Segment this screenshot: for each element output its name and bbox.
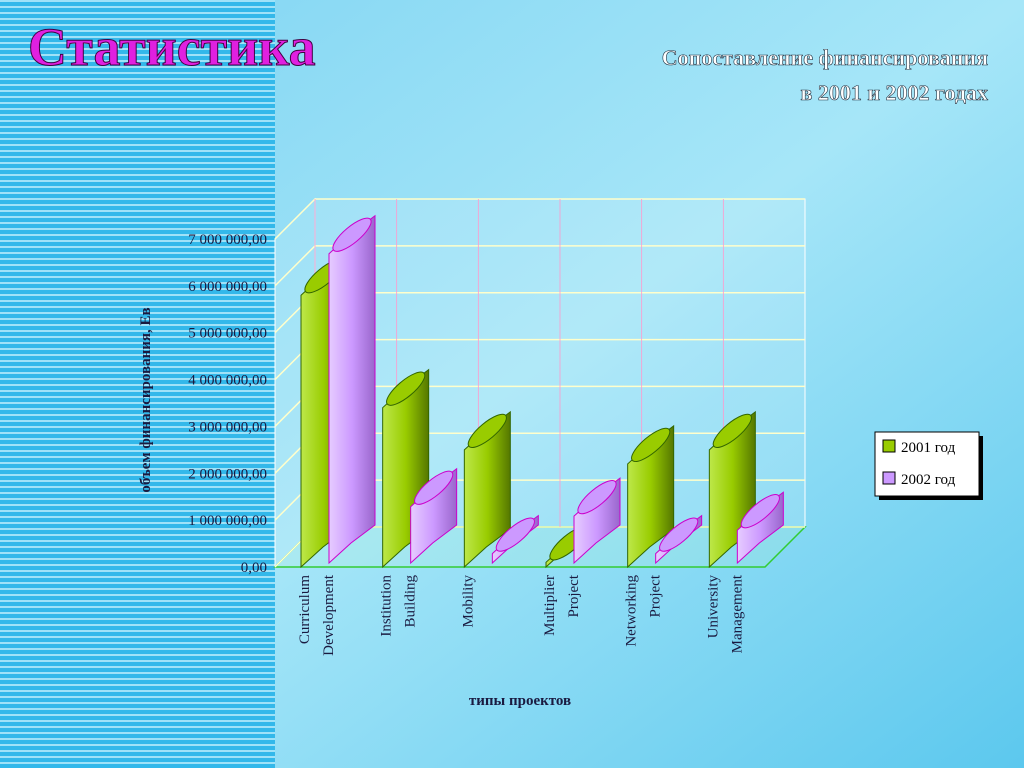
x-tick-label: Project xyxy=(566,574,582,617)
bar xyxy=(410,467,458,565)
y-axis-label: объем финансирования, Ев xyxy=(138,307,154,492)
bar xyxy=(328,214,376,565)
subtitle: Сопоставление финансирования xyxy=(662,45,988,70)
y-tick-label: 5 000 000,00 xyxy=(188,326,267,342)
x-tick-label: Mobility xyxy=(460,575,476,628)
x-tick-label: Curriculum xyxy=(297,575,313,644)
x-tick-label: Building xyxy=(403,575,419,628)
x-tick-label: Management xyxy=(729,574,745,653)
bar-top xyxy=(740,494,780,529)
stripe-panel xyxy=(0,0,275,768)
bar-top xyxy=(386,371,426,406)
bar-top xyxy=(414,470,454,505)
bar-top xyxy=(631,427,671,463)
bar-top xyxy=(495,517,535,552)
x-tick-label: Networking xyxy=(624,575,640,647)
x-tick-label: Development xyxy=(321,574,337,656)
chart-title: Статистика xyxy=(28,17,316,77)
x-tick-label: University xyxy=(705,575,721,639)
y-tick-label: 3 000 000,00 xyxy=(188,419,267,435)
y-tick-label: 0,00 xyxy=(241,560,267,576)
legend-label: 2001 год xyxy=(901,440,956,456)
x-tick-label: Project xyxy=(648,574,664,617)
y-tick-label: 7 000 000,00 xyxy=(188,232,267,248)
legend-swatch xyxy=(882,439,896,453)
y-tick-label: 2 000 000,00 xyxy=(188,466,267,482)
x-tick-label: Institution xyxy=(379,575,395,637)
bar-top xyxy=(712,413,752,448)
bar-top xyxy=(577,480,617,515)
y-tick-label: 1 000 000,00 xyxy=(188,513,267,529)
x-tick-label: Multiplier xyxy=(542,575,558,636)
legend-swatch xyxy=(882,471,896,485)
y-tick-label: 6 000 000,00 xyxy=(188,279,267,295)
y-tick-label: 4 000 000,00 xyxy=(188,373,267,389)
bar xyxy=(573,477,621,565)
bar-top xyxy=(659,517,699,552)
bar-top xyxy=(467,413,507,448)
x-axis-label: типы проектов xyxy=(469,693,571,709)
legend-label: 2002 год xyxy=(901,472,956,488)
subtitle: в 2001 и 2002 годах xyxy=(801,80,989,105)
bar-top xyxy=(332,217,372,252)
bar xyxy=(463,410,511,569)
